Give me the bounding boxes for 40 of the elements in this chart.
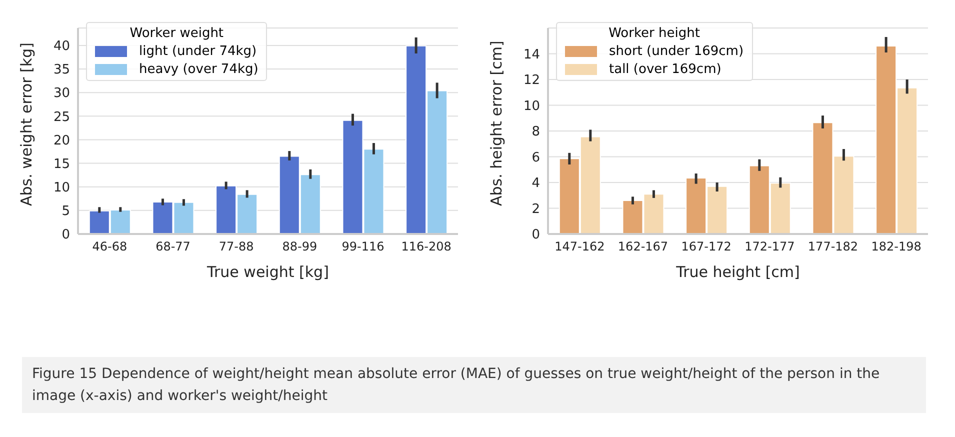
x-axis-title: True height [cm] [675,263,800,281]
x-axis-title: True weight [kg] [206,263,329,281]
x-tick-label: 167-172 [681,240,732,254]
x-tick-label: 77-88 [218,240,254,254]
y-axis-title: Abs. height error [cm] [487,40,506,206]
y-tick-label: 10 [523,98,540,114]
y-tick-label: 4 [532,176,540,192]
legend-label: light (under 74kg) [139,44,257,59]
x-tick-label: 88-99 [282,240,318,254]
y-tick-label: 8 [532,124,540,140]
legend-title: Worker height [608,26,701,41]
y-tick-label: 35 [53,62,70,78]
y-axis-title: Abs. weight error [kg] [17,42,36,206]
x-tick-label: 99-116 [342,240,384,254]
y-tick-label: 0 [62,228,70,243]
x-tick-label: 147-162 [554,240,605,254]
legend-label: short (under 169cm) [609,44,744,59]
y-tick-label: 15 [53,156,70,172]
x-tick-label: 177-182 [808,240,858,254]
y-tick-label: 14 [523,47,540,62]
y-tick-label: 2 [532,202,540,217]
x-tick-label: 182-198 [871,240,922,254]
x-tick-label: 172-177 [744,240,795,254]
x-tick-label: 116-208 [401,240,452,254]
y-tick-label: 20 [53,133,70,148]
y-tick-label: 25 [53,110,70,125]
legend-title: Worker weight [128,26,225,41]
y-tick-label: 6 [532,150,540,166]
y-tick-label: 40 [53,39,70,54]
y-tick-label: 0 [532,228,540,243]
y-tick-label: 10 [53,180,70,196]
x-tick-label: 162-167 [618,240,668,254]
legend-label: tall (over 169cm) [609,62,722,77]
legend-label: heavy (over 74kg) [139,62,258,77]
y-tick-label: 12 [523,73,540,88]
x-tick-label: 68-77 [156,240,190,254]
caption: Figure 15 Dependence of weight/height mean absolute error (MAE) of guesses on true weight/height of the person in the image (x-axis) and worker's weight/height [22,357,926,413]
y-tick-label: 30 [53,86,70,102]
y-tick-label: 5 [62,204,70,220]
x-tick-label: 46-68 [92,240,128,254]
